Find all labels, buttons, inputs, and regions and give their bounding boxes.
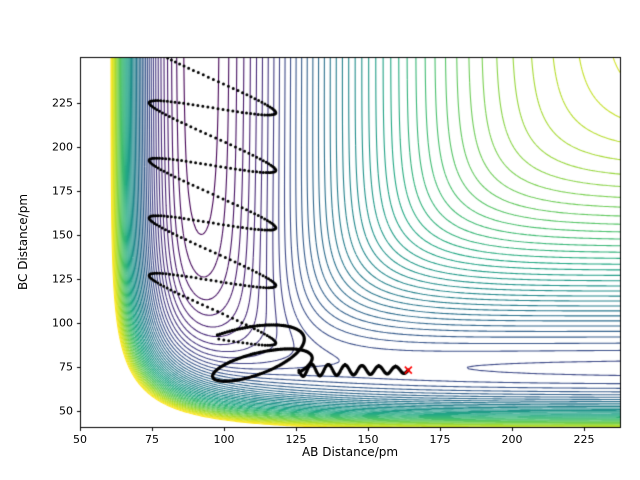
x-tick-label: 200 [501, 433, 523, 446]
x-tick-label: 50 [73, 433, 87, 446]
x-tick-label: 75 [145, 433, 159, 446]
y-tick-label: 175 [52, 184, 73, 198]
x-axis-label: AB Distance/pm [301, 445, 399, 459]
y-axis-label: BC Distance/pm [16, 193, 30, 291]
y-tick-label: 150 [52, 228, 73, 242]
y-tick-label: 50 [59, 404, 73, 418]
x-tick-label: 100 [213, 433, 235, 446]
y-tick-label: 200 [52, 140, 73, 154]
y-tick-label: 75 [59, 360, 73, 374]
x-tick-label: 175 [429, 433, 451, 446]
y-tick-label: 225 [52, 96, 73, 110]
y-tick-label: 125 [52, 272, 73, 286]
x-tick-label: 225 [573, 433, 595, 446]
x-tick-label: 150 [357, 433, 379, 446]
y-tick-label: 100 [52, 316, 73, 330]
x-tick-label: 125 [285, 433, 307, 446]
